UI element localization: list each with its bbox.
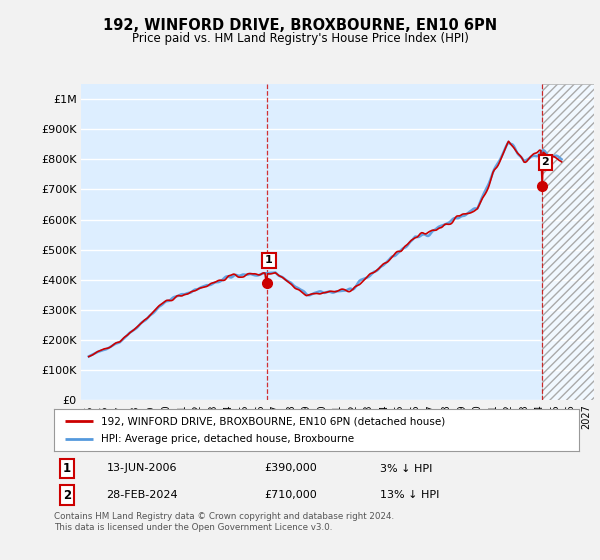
Text: Contains HM Land Registry data © Crown copyright and database right 2024.
This d: Contains HM Land Registry data © Crown c… <box>54 512 394 532</box>
Text: Price paid vs. HM Land Registry's House Price Index (HPI): Price paid vs. HM Land Registry's House … <box>131 32 469 45</box>
Text: 13-JUN-2006: 13-JUN-2006 <box>107 464 177 474</box>
Text: 192, WINFORD DRIVE, BROXBOURNE, EN10 6PN (detached house): 192, WINFORD DRIVE, BROXBOURNE, EN10 6PN… <box>101 417 445 426</box>
Text: 1: 1 <box>63 462 71 475</box>
Text: £710,000: £710,000 <box>264 490 317 500</box>
Text: 3% ↓ HPI: 3% ↓ HPI <box>380 464 432 474</box>
Text: £390,000: £390,000 <box>264 464 317 474</box>
Bar <box>542 84 594 400</box>
Text: 2: 2 <box>63 488 71 502</box>
Text: 13% ↓ HPI: 13% ↓ HPI <box>380 490 439 500</box>
Text: 1: 1 <box>265 255 273 265</box>
Text: 192, WINFORD DRIVE, BROXBOURNE, EN10 6PN: 192, WINFORD DRIVE, BROXBOURNE, EN10 6PN <box>103 18 497 33</box>
Text: 2: 2 <box>541 157 549 167</box>
Text: HPI: Average price, detached house, Broxbourne: HPI: Average price, detached house, Brox… <box>101 434 355 444</box>
Text: 28-FEB-2024: 28-FEB-2024 <box>107 490 178 500</box>
Bar <box>542 84 594 400</box>
